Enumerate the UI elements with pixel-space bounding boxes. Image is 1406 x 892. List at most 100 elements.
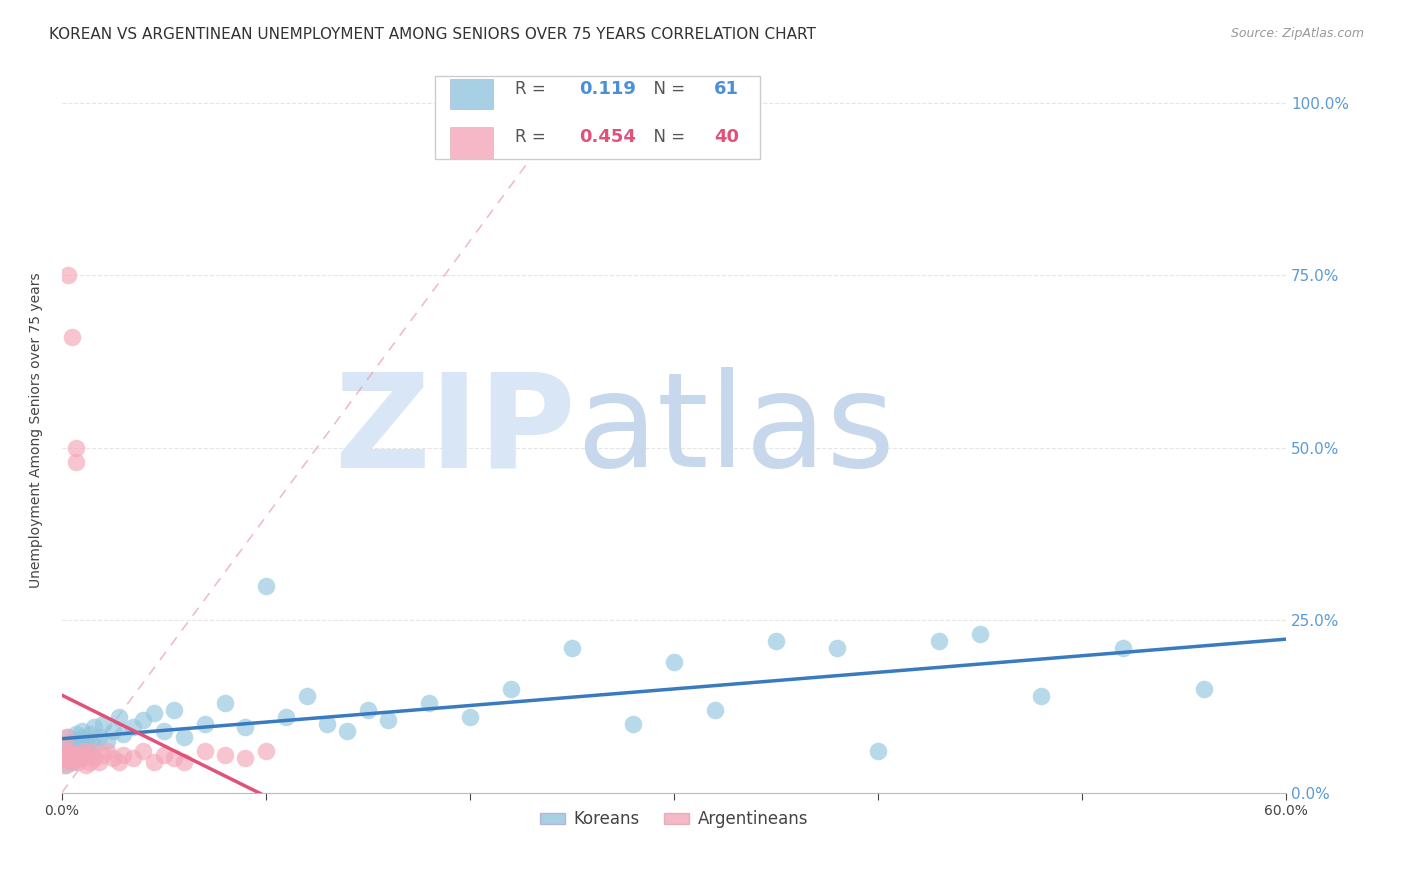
Point xyxy=(621,716,644,731)
Point xyxy=(51,751,73,765)
Point xyxy=(67,755,90,769)
Point xyxy=(122,720,145,734)
Text: ZIP: ZIP xyxy=(335,368,576,494)
Point xyxy=(418,696,440,710)
Text: atlas: atlas xyxy=(576,368,896,494)
Point xyxy=(173,731,195,745)
Point xyxy=(316,716,339,731)
Point xyxy=(63,747,86,762)
Point xyxy=(163,703,186,717)
Point xyxy=(70,731,93,745)
Point xyxy=(111,727,134,741)
Point xyxy=(276,710,298,724)
Point xyxy=(295,689,318,703)
Point xyxy=(499,682,522,697)
Point xyxy=(87,755,110,769)
Point xyxy=(56,751,79,765)
Point xyxy=(163,751,186,765)
Point xyxy=(55,731,77,745)
Point xyxy=(122,751,145,765)
Text: 0.119: 0.119 xyxy=(579,79,637,98)
Point xyxy=(55,744,77,758)
Text: 40: 40 xyxy=(714,128,740,146)
Point xyxy=(63,734,86,748)
Point xyxy=(1112,640,1135,655)
Point xyxy=(214,747,236,762)
Point xyxy=(662,655,685,669)
Text: R =: R = xyxy=(515,79,551,98)
Point xyxy=(561,640,583,655)
Text: Source: ZipAtlas.com: Source: ZipAtlas.com xyxy=(1230,27,1364,40)
Point xyxy=(67,738,90,752)
Legend: Koreans, Argentineans: Koreans, Argentineans xyxy=(533,804,814,835)
Point xyxy=(132,713,155,727)
FancyBboxPatch shape xyxy=(450,128,492,158)
Point xyxy=(56,744,79,758)
Point xyxy=(65,740,87,755)
Point xyxy=(96,734,118,748)
Point xyxy=(52,747,75,762)
Point xyxy=(79,727,101,741)
Point xyxy=(173,755,195,769)
Point xyxy=(111,747,134,762)
Point xyxy=(52,758,75,772)
Point xyxy=(59,744,82,758)
Point xyxy=(153,747,176,762)
Point xyxy=(83,751,105,765)
Point xyxy=(336,723,359,738)
Point xyxy=(60,330,83,344)
Point xyxy=(65,455,87,469)
Point xyxy=(928,634,950,648)
Point xyxy=(56,268,79,283)
Point xyxy=(765,634,787,648)
Point xyxy=(194,744,217,758)
Point xyxy=(703,703,725,717)
Text: 0.454: 0.454 xyxy=(579,128,637,146)
Point xyxy=(75,734,97,748)
Point xyxy=(357,703,380,717)
Point xyxy=(51,751,73,765)
Point xyxy=(132,744,155,758)
Point xyxy=(153,723,176,738)
Point xyxy=(82,738,104,752)
Point xyxy=(825,640,848,655)
Point xyxy=(235,751,257,765)
Point xyxy=(91,716,114,731)
Point xyxy=(91,747,114,762)
Point xyxy=(969,627,991,641)
Point xyxy=(1029,689,1052,703)
Point xyxy=(73,744,96,758)
Point xyxy=(77,747,100,762)
Point xyxy=(70,723,93,738)
Point xyxy=(142,755,165,769)
Point xyxy=(142,706,165,721)
Point xyxy=(866,744,889,758)
Point xyxy=(194,716,217,731)
Point xyxy=(235,720,257,734)
Point xyxy=(67,751,90,765)
Point xyxy=(70,751,93,765)
Point xyxy=(65,727,87,741)
Point xyxy=(77,744,100,758)
Point xyxy=(108,710,131,724)
FancyBboxPatch shape xyxy=(450,78,492,109)
Point xyxy=(59,738,82,752)
Point xyxy=(69,747,91,762)
Point xyxy=(87,731,110,745)
Point xyxy=(101,723,124,738)
Point xyxy=(254,579,277,593)
Point xyxy=(214,696,236,710)
FancyBboxPatch shape xyxy=(436,76,759,159)
Point xyxy=(55,758,77,772)
Point xyxy=(82,744,104,758)
Point xyxy=(254,744,277,758)
Point xyxy=(377,713,399,727)
Point xyxy=(60,755,83,769)
Point xyxy=(60,744,83,758)
Y-axis label: Unemployment Among Seniors over 75 years: Unemployment Among Seniors over 75 years xyxy=(30,273,44,589)
Point xyxy=(52,747,75,762)
Point xyxy=(1194,682,1216,697)
Point xyxy=(59,751,82,765)
Text: 61: 61 xyxy=(714,79,740,98)
Point xyxy=(108,755,131,769)
